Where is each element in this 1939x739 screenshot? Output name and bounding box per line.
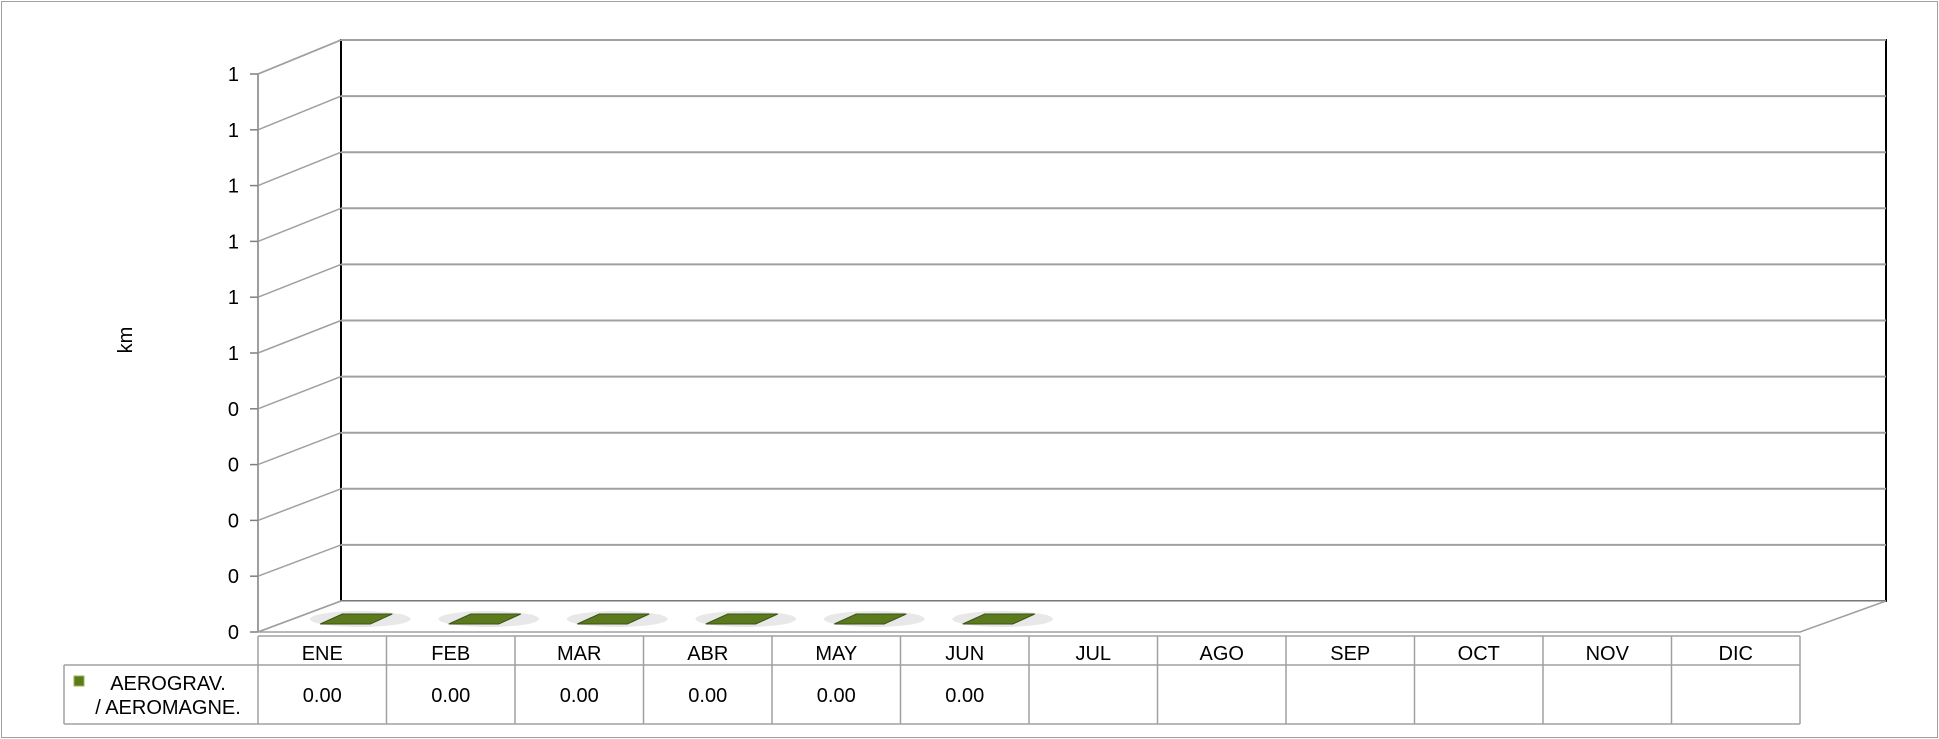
bars [309, 611, 1054, 627]
bar [309, 611, 411, 627]
gridline-side [257, 600, 342, 633]
category-label: AGO [1200, 643, 1244, 665]
chart-walls [257, 39, 1887, 633]
gridline-side [257, 95, 342, 131]
y-tick-label: 0 [228, 510, 239, 532]
y-tick-label: 1 [228, 176, 239, 198]
category-label: MAY [815, 643, 857, 665]
category-label: FEB [431, 643, 470, 665]
category-label: DIC [1719, 643, 1753, 665]
bar [566, 611, 668, 627]
legend-series-name: AEROGRAV. [110, 673, 226, 695]
bar [438, 611, 540, 627]
y-axis-title: km [115, 327, 137, 354]
y-tick-label: 0 [228, 566, 239, 588]
y-tick-label: 1 [228, 120, 239, 142]
legend-swatch [73, 675, 85, 687]
y-tick-label: 1 [228, 231, 239, 253]
category-label: JUL [1075, 643, 1111, 665]
bar-top-face [320, 613, 393, 625]
data-label: 0.00 [945, 685, 984, 707]
gridline-side [257, 39, 342, 75]
y-tick-label: 1 [228, 343, 239, 365]
category-label: MAR [557, 643, 601, 665]
bar-top-face [448, 613, 521, 625]
y-axis-ticks: 0 0 0 0 0 1 1 1 1 1 1 [228, 64, 239, 644]
data-label: 0.00 [817, 685, 856, 707]
data-label: 0.00 [560, 685, 599, 707]
gridline-side [257, 431, 342, 466]
category-label: NOV [1586, 643, 1630, 665]
gridline-side [257, 263, 342, 298]
bar-top-face [577, 613, 650, 625]
gridline-side [257, 207, 342, 243]
legend-series-name: / AEROMAGNE. [95, 697, 241, 719]
gridline-side [257, 488, 342, 522]
gridlines [250, 39, 1886, 633]
gridline-side [257, 544, 342, 577]
bar-top-face [962, 613, 1035, 625]
gridline-side [257, 375, 342, 410]
bar [695, 611, 797, 627]
bar-top-face [834, 613, 907, 625]
data-label: 0.00 [431, 685, 470, 707]
bar [823, 611, 925, 627]
y-tick-label: 1 [228, 287, 239, 309]
bar [952, 611, 1054, 627]
category-label: OCT [1458, 643, 1500, 665]
category-label: SEP [1330, 643, 1370, 665]
gridline-side [257, 319, 342, 354]
data-label: 0.00 [303, 685, 342, 707]
category-label: ABR [687, 643, 728, 665]
category-label: JUN [945, 643, 984, 665]
category-label: ENE [302, 643, 343, 665]
y-tick-label: 0 [228, 399, 239, 421]
y-tick-label: 1 [228, 64, 239, 86]
gridline-side [257, 151, 342, 187]
data-label: 0.00 [688, 685, 727, 707]
bar-top-face [705, 613, 778, 625]
y-tick-label: 0 [228, 455, 239, 477]
y-tick-label: 0 [228, 622, 239, 644]
data-table: ENE 0.00 FEB 0.00 MAR 0.00 ABR 0.00 MAY 0.00 JUN 0.… [63, 635, 1801, 725]
